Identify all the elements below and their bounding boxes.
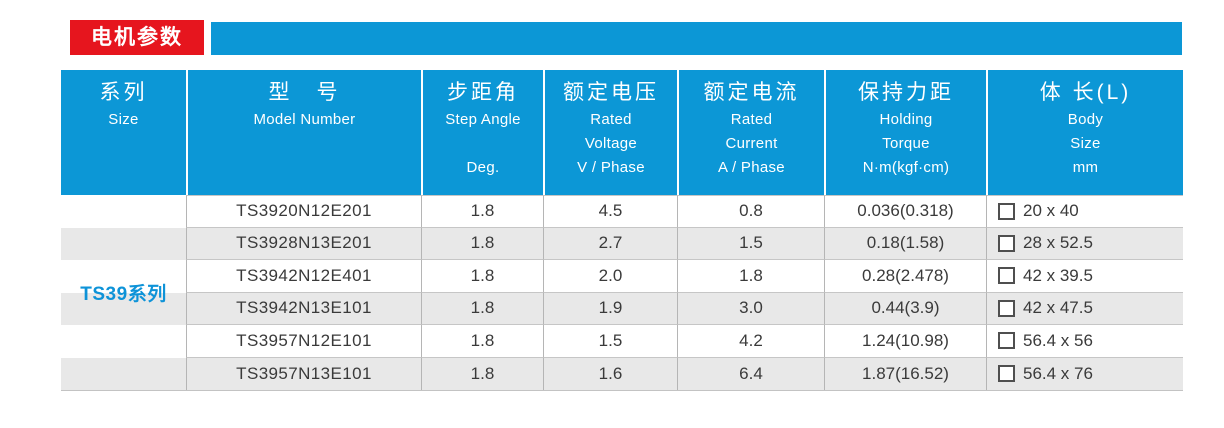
body-size-checkbox-icon[interactable]	[998, 267, 1015, 285]
body-size-value: 56.4 x 56	[1023, 330, 1093, 350]
body-size-cell: 20 x 40	[986, 195, 1183, 228]
col-header-series-zh: 系列	[99, 81, 148, 104]
table-row: TS3920N12E201 1.8 4.5 0.8 0.036(0.318) 2…	[61, 195, 1183, 228]
rated-voltage-cell: 1.9	[543, 292, 677, 325]
rated-voltage-cell: 1.5	[543, 325, 677, 358]
table-row: TS3942N12E401 1.8 2.0 1.8 0.28(2.478) 42…	[61, 260, 1183, 293]
holding-torque-cell: 1.87(16.52)	[824, 357, 986, 390]
col-header-body-size: 体 长(L) Body Size mm	[986, 70, 1183, 195]
step-angle-cell: 1.8	[421, 195, 543, 228]
col-header-body-size-zh: 体 长(L)	[1039, 81, 1132, 104]
rated-current-cell: 0.8	[677, 195, 824, 228]
table-row: TS3957N12E101 1.8 1.5 4.2 1.24(10.98) 56…	[61, 325, 1183, 358]
col-header-rated-current: 额定电流 Rated Current A / Phase	[677, 70, 824, 195]
model-number-cell: TS3957N13E101	[186, 357, 421, 390]
body-size-cell: 56.4 x 56	[986, 325, 1183, 358]
body-size-checkbox-icon[interactable]	[998, 365, 1015, 383]
holding-torque-cell: 1.24(10.98)	[824, 325, 986, 358]
step-angle-cell: 1.8	[421, 260, 543, 293]
rated-voltage-cell: 4.5	[543, 195, 677, 228]
body-size-cell: 56.4 x 76	[986, 357, 1183, 390]
col-header-body-size-unit: mm	[1072, 159, 1099, 176]
col-header-rated-current-zh: 额定电流	[703, 81, 800, 104]
body-size-cell: 42 x 47.5	[986, 292, 1183, 325]
table-header-row: 系列 Size 型 号 Model Number 步距角 Step Angle …	[61, 70, 1183, 195]
body-size-value: 20 x 40	[1023, 201, 1079, 221]
step-angle-cell: 1.8	[421, 325, 543, 358]
col-header-rated-voltage-unit: V / Phase	[577, 159, 645, 176]
step-angle-cell: 1.8	[421, 227, 543, 260]
rated-voltage-cell: 2.0	[543, 260, 677, 293]
table-body: TS3920N12E201 1.8 4.5 0.8 0.036(0.318) 2…	[61, 195, 1183, 391]
col-header-step-angle-en: Step Angle	[445, 111, 521, 128]
table-row: TS3928N13E201 1.8 2.7 1.5 0.18(1.58) 28 …	[61, 227, 1183, 260]
rated-current-cell: 6.4	[677, 357, 824, 390]
body-size-value: 42 x 39.5	[1023, 265, 1093, 285]
body-size-value: 42 x 47.5	[1023, 298, 1093, 318]
model-number-cell: TS3957N12E101	[186, 325, 421, 358]
col-header-rated-voltage-zh: 额定电压	[563, 81, 659, 104]
col-header-step-angle-unit: Deg.	[466, 159, 500, 176]
body-size-checkbox-icon[interactable]	[998, 332, 1015, 350]
col-header-model-en: Model Number	[253, 111, 356, 128]
rated-current-cell: 1.8	[677, 260, 824, 293]
body-size-cell: 42 x 39.5	[986, 260, 1183, 293]
col-header-model: 型 号 Model Number	[186, 70, 421, 195]
col-header-series-en: Size	[108, 111, 139, 128]
rated-current-cell: 1.5	[677, 227, 824, 260]
rated-voltage-cell: 1.6	[543, 357, 677, 390]
rated-current-cell: 4.2	[677, 325, 824, 358]
col-header-model-zh: 型 号	[268, 81, 341, 104]
table-row: TS3942N13E101 1.8 1.9 3.0 0.44(3.9) 42 x…	[61, 292, 1183, 325]
holding-torque-cell: 0.18(1.58)	[824, 227, 986, 260]
body-size-checkbox-icon[interactable]	[998, 234, 1015, 252]
step-angle-cell: 1.8	[421, 357, 543, 390]
model-number-cell: TS3942N13E101	[186, 292, 421, 325]
body-size-cell: 28 x 52.5	[986, 227, 1183, 260]
holding-torque-cell: 0.036(0.318)	[824, 195, 986, 228]
col-header-holding-torque-zh: 保持力距	[858, 81, 954, 104]
series-spacer-cell	[61, 357, 186, 390]
col-header-holding-torque: 保持力距 Holding Torque N·m(kgf·cm)	[824, 70, 986, 195]
rated-current-cell: 3.0	[677, 292, 824, 325]
col-header-series: 系列 Size	[61, 70, 186, 195]
col-header-step-angle-zh: 步距角	[447, 81, 519, 104]
section-title-badge: 电机参数	[70, 20, 204, 55]
body-size-value: 28 x 52.5	[1023, 233, 1093, 253]
motor-parameters-table: 系列 Size 型 号 Model Number 步距角 Step Angle …	[61, 70, 1183, 391]
body-size-checkbox-icon[interactable]	[998, 202, 1015, 220]
series-spacer-cell	[61, 227, 186, 260]
col-header-rated-voltage: 额定电压 Rated Voltage V / Phase	[543, 70, 677, 195]
step-angle-cell: 1.8	[421, 292, 543, 325]
body-size-value: 56.4 x 76	[1023, 363, 1093, 383]
holding-torque-cell: 0.44(3.9)	[824, 292, 986, 325]
col-header-holding-torque-unit: N·m(kgf·cm)	[862, 159, 950, 176]
model-number-cell: TS3928N13E201	[186, 227, 421, 260]
table-row: TS3957N13E101 1.8 1.6 6.4 1.87(16.52) 56…	[61, 357, 1183, 390]
rated-voltage-cell: 2.7	[543, 227, 677, 260]
model-number-cell: TS3942N12E401	[186, 260, 421, 293]
col-header-step-angle: 步距角 Step Angle Deg.	[421, 70, 543, 195]
series-name-label: TS39系列	[80, 284, 167, 305]
title-bar-rule	[211, 22, 1182, 55]
series-spacer-cell	[61, 292, 186, 325]
model-number-cell: TS3920N12E201	[186, 195, 421, 228]
holding-torque-cell: 0.28(2.478)	[824, 260, 986, 293]
body-size-checkbox-icon[interactable]	[998, 299, 1015, 317]
col-header-rated-current-unit: A / Phase	[718, 159, 785, 176]
